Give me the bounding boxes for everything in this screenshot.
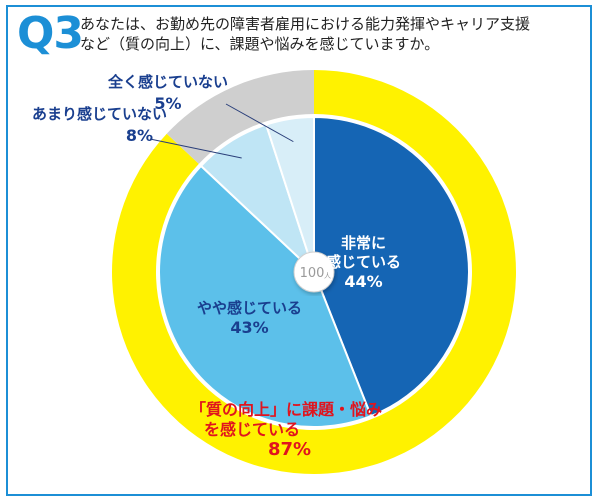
slice-somewhat xyxy=(158,164,373,428)
label-very-much: 非常に 感じている 44% xyxy=(326,234,401,291)
value-not-much: 8% xyxy=(125,126,154,145)
value-feel-issues: 87% xyxy=(268,439,312,460)
label-somewhat-text: やや感じている xyxy=(197,299,303,317)
label-feel-issues-line1: 「質の向上」に課題・悩み xyxy=(190,400,383,419)
center-badge: 100 人 xyxy=(293,251,335,293)
label-not-much-text: あまり感じていない xyxy=(32,105,168,123)
question-text: あなたは、お勤め先の障害者雇用における能力発揮やキャリア支援 など（質の向上）に… xyxy=(80,14,590,54)
question-line-2: など（質の向上）に、課題や悩みを感じていますか。 xyxy=(80,35,440,53)
label-not-much: あまり感じていない 8% xyxy=(32,103,167,147)
value-not-at-all: 5% xyxy=(154,94,182,113)
leader-not-much xyxy=(149,138,242,159)
question-number: Q3 xyxy=(17,8,84,59)
center-circle xyxy=(293,251,335,293)
label-feel-issues-line2: を感じている xyxy=(204,420,301,439)
label-not-at-all: 全く感じていない 5% xyxy=(108,71,228,115)
label-very-much-line2: 感じている xyxy=(326,253,402,271)
inner-pie xyxy=(158,115,470,428)
outer-ring xyxy=(111,70,516,475)
label-somewhat: やや感じている 43% xyxy=(197,298,302,338)
label-feel-issues: 「質の向上」に課題・悩み を感じている 87% xyxy=(190,400,382,460)
leader-lines xyxy=(149,103,294,159)
center-count: 100 xyxy=(300,266,325,281)
slice-very-much xyxy=(313,115,470,418)
label-not-at-all-text: 全く感じていない xyxy=(108,73,229,91)
question-line-1: あなたは、お勤め先の障害者雇用における能力発揮やキャリア支援 xyxy=(80,15,531,33)
slice-not-at-all xyxy=(264,115,315,273)
label-very-much-line1: 非常に xyxy=(341,234,387,252)
outer-arc-not-feel xyxy=(166,70,314,164)
value-somewhat: 43% xyxy=(230,318,269,337)
center-unit: 人 xyxy=(324,272,331,280)
value-very-much: 44% xyxy=(344,272,383,291)
leader-not-at-all xyxy=(225,103,294,143)
